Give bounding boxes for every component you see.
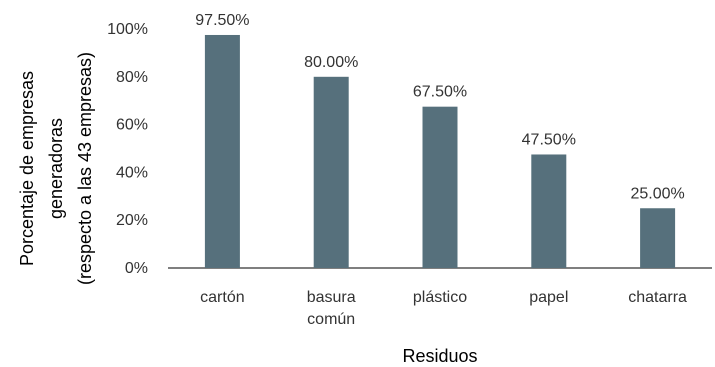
data-label: 80.00% [304, 54, 358, 71]
y-tick-label: 100% [107, 21, 148, 38]
data-label: 47.50% [522, 131, 576, 148]
y-axis-title-line: generadoras [46, 118, 66, 219]
data-label: 97.50% [195, 12, 249, 29]
x-tick-label: papel [529, 289, 568, 306]
data-label: 25.00% [630, 185, 684, 202]
y-tick-label: 80% [116, 69, 148, 86]
bar [313, 76, 349, 268]
y-axis-ticks: 0% 20% 40% 60% 80% 100% [107, 21, 148, 277]
data-label: 67.50% [413, 84, 467, 101]
y-axis-title-line: (respecto a las 43 empresas) [75, 52, 95, 285]
y-axis-title: Porcentaje de empresas generadoras (respec… [17, 52, 95, 285]
x-tick-label: plástico [413, 289, 467, 306]
x-axis-title: Residuos [402, 346, 477, 366]
y-tick-label: 40% [116, 164, 148, 181]
x-axis-ticks: cartón basura común plástico papel chatarra [200, 289, 687, 328]
bar [422, 106, 458, 268]
bars [204, 34, 676, 268]
bar [640, 208, 676, 268]
data-labels: 97.50% 80.00% 67.50% 47.50% 25.00% [195, 12, 684, 202]
x-tick-label: basura común [307, 289, 356, 328]
bar [531, 154, 567, 268]
y-tick-label: 0% [125, 260, 148, 277]
x-tick-label: chatarra [628, 289, 687, 306]
y-axis-title-line: Porcentaje de empresas [17, 71, 37, 266]
y-tick-label: 60% [116, 117, 148, 134]
y-tick-label: 20% [116, 212, 148, 229]
bar [204, 34, 240, 268]
x-tick-label: cartón [200, 289, 244, 306]
